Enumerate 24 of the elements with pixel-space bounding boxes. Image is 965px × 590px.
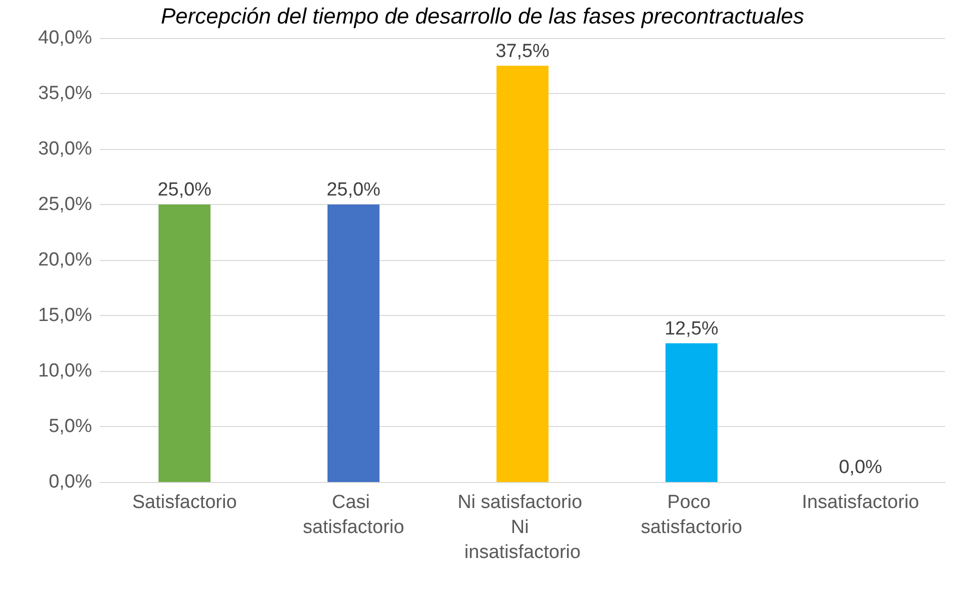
bar bbox=[496, 66, 548, 482]
y-tick-label: 25,0% bbox=[38, 194, 92, 215]
data-label: 0,0% bbox=[838, 457, 882, 478]
data-label: 25,0% bbox=[326, 180, 381, 200]
bar bbox=[158, 204, 210, 482]
y-tick-label: 40,0% bbox=[38, 28, 92, 48]
y-tick-label: 10,0% bbox=[38, 360, 92, 382]
x-tick-label: Poco satisfactorio bbox=[640, 492, 742, 538]
y-tick-label: 20,0% bbox=[38, 250, 92, 270]
y-tick-label: 30,0% bbox=[38, 138, 92, 160]
y-tick-label: 15,0% bbox=[38, 305, 92, 326]
y-tick-label: 5,0% bbox=[48, 416, 92, 437]
x-tick-label: Insatisfactorio bbox=[802, 492, 920, 513]
y-tick-label: 35,0% bbox=[38, 83, 92, 104]
data-label: 12,5% bbox=[664, 318, 719, 340]
y-tick-label: 0,0% bbox=[48, 472, 92, 492]
x-tick-label: Casi satisfactorio bbox=[302, 492, 404, 538]
x-tick-label: Ni satisfactorio Ni insatisfactorio bbox=[458, 492, 588, 563]
data-label: 37,5% bbox=[496, 40, 550, 62]
bar bbox=[666, 343, 718, 482]
x-tick-label: Satisfactorio bbox=[132, 492, 237, 513]
bar bbox=[328, 204, 380, 482]
chart-title: Percepción del tiempo de desarrollo de las fases precontractuales bbox=[160, 4, 804, 28]
data-label: 25,0% bbox=[158, 180, 212, 200]
